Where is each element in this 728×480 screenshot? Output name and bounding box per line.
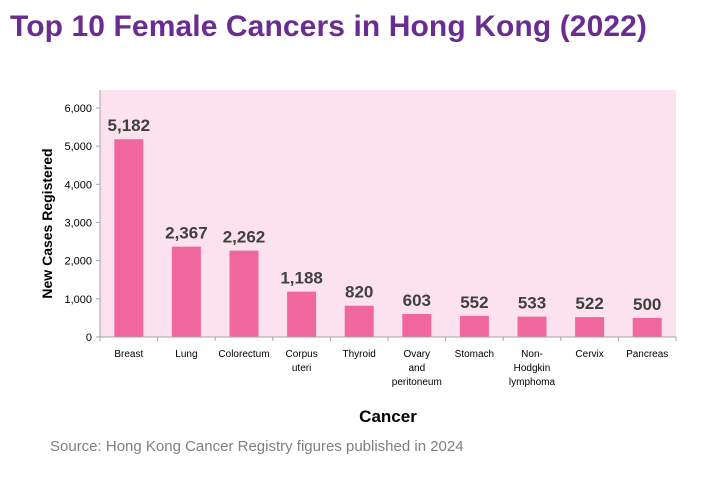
data-label: 500 (633, 295, 661, 314)
y-tick-label: 2,000 (64, 256, 92, 268)
bar (344, 305, 374, 337)
data-labels: 5,182 2,367 2,262 1,188 820 603 552 533 522 500 (108, 116, 662, 314)
chart-title: Top 10 Female Cancers in Hong Kong (2022… (10, 10, 648, 43)
bar (402, 313, 432, 337)
data-label: 522 (575, 294, 603, 313)
data-label: 552 (460, 293, 488, 312)
source-note: Source: Hong Kong Cancer Registry figure… (50, 438, 464, 455)
x-tick-label: Corpus uteri (285, 349, 317, 374)
bar (632, 317, 662, 337)
x-tick-label: Cervix (575, 349, 603, 360)
data-label: 2,367 (165, 224, 208, 243)
x-tick-label: Breast (114, 349, 143, 360)
x-tick-label: Stomach (455, 349, 494, 360)
x-axis-title: Cancer (359, 407, 417, 426)
data-label: 1,188 (280, 269, 323, 288)
y-tick-label: 5,000 (64, 141, 92, 153)
x-tick-label: Non-Hodgkin lymphoma (509, 349, 556, 388)
bar (229, 250, 259, 337)
y-tick-label: 6,000 (64, 103, 92, 115)
data-label: 2,262 (223, 228, 266, 247)
y-axis-title: New Cases Registered (39, 148, 55, 298)
y-axis: 0 1,000 2,000 3,000 4,000 5,000 6,000 (64, 90, 101, 344)
bar (517, 316, 547, 337)
y-tick-label: 4,000 (64, 179, 92, 191)
x-tick-label: Pancreas (626, 349, 668, 360)
bar (114, 139, 144, 337)
bar (575, 317, 605, 337)
data-label: 5,182 (108, 116, 151, 135)
bars (114, 139, 662, 337)
x-tick-label: Ovary and peritoneum (392, 349, 442, 388)
y-tick-label: 0 (86, 332, 92, 344)
data-label: 603 (403, 291, 431, 310)
x-tick-label: Thyroid (343, 349, 376, 360)
data-label: 533 (518, 294, 546, 313)
data-label: 820 (345, 283, 373, 302)
bar (287, 291, 317, 337)
bar (459, 315, 489, 337)
y-tick-label: 3,000 (64, 218, 92, 230)
x-tick-label: Lung (175, 349, 197, 360)
bar (171, 246, 201, 337)
y-tick-label: 1,000 (64, 294, 92, 306)
x-tick-label: Colorectum (218, 349, 269, 360)
x-axis: Breast Lung Colorectum Corpus uteri Thyroid Ov… (99, 336, 677, 388)
